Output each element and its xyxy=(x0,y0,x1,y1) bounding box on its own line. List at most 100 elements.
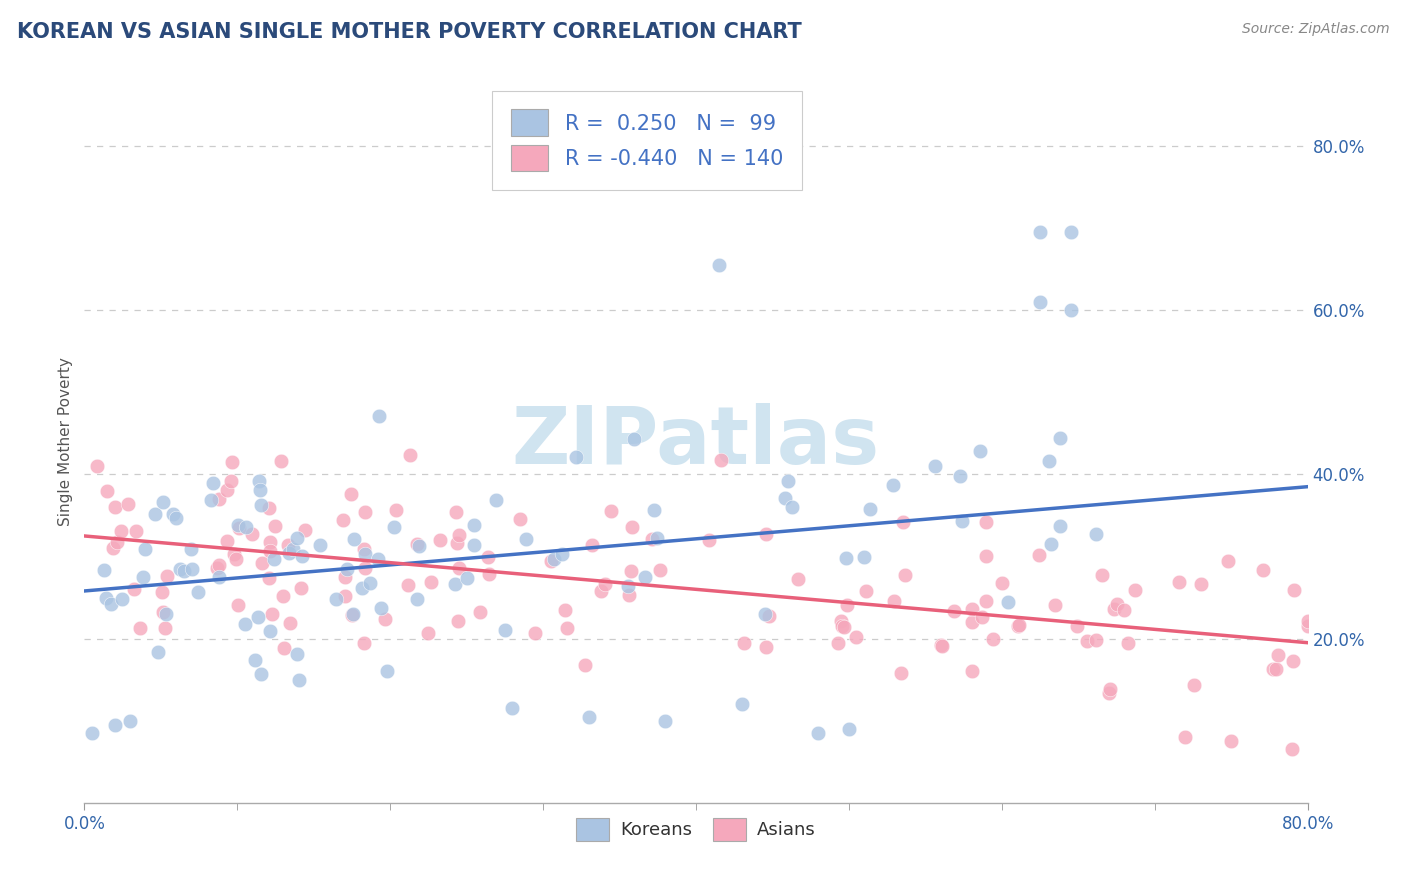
Point xyxy=(773,491,796,506)
Point xyxy=(80,726,103,740)
Point xyxy=(235,519,257,533)
Point xyxy=(228,518,250,533)
Point xyxy=(697,533,720,548)
Point xyxy=(494,624,516,638)
Point xyxy=(105,535,128,549)
Point xyxy=(974,594,997,608)
Point xyxy=(1220,734,1243,748)
Point xyxy=(949,468,972,483)
Point xyxy=(1263,662,1285,676)
Point xyxy=(333,589,356,603)
Point xyxy=(786,572,808,586)
Point xyxy=(271,589,294,603)
Point xyxy=(1189,577,1212,591)
Point xyxy=(208,558,231,573)
Point xyxy=(443,577,465,591)
Point xyxy=(852,550,875,565)
Point xyxy=(1182,678,1205,692)
Point xyxy=(257,571,280,585)
Point xyxy=(620,564,643,578)
Point xyxy=(374,612,396,626)
Point xyxy=(1114,603,1136,617)
Point xyxy=(180,541,202,556)
Point xyxy=(152,495,174,509)
Point xyxy=(217,483,239,497)
Point xyxy=(187,584,209,599)
Point xyxy=(278,615,301,630)
Point xyxy=(883,594,905,608)
Point xyxy=(418,626,440,640)
Point xyxy=(333,570,356,584)
Point xyxy=(502,701,524,715)
Point xyxy=(225,552,247,566)
Point xyxy=(831,618,853,632)
Point xyxy=(990,576,1012,591)
Point xyxy=(540,554,562,568)
Point xyxy=(273,641,295,656)
Point xyxy=(1091,567,1114,582)
Point xyxy=(960,601,983,615)
Point xyxy=(1059,303,1081,318)
Point xyxy=(288,673,311,688)
Point xyxy=(104,718,127,732)
Point xyxy=(165,510,187,524)
Point xyxy=(360,575,382,590)
Point xyxy=(104,500,127,515)
Point xyxy=(1085,526,1108,541)
Point xyxy=(1029,225,1052,239)
Point xyxy=(634,570,657,584)
Point xyxy=(1066,619,1088,633)
Point xyxy=(942,604,965,618)
Point xyxy=(132,570,155,584)
Point xyxy=(86,459,108,474)
Point xyxy=(120,714,142,728)
Point xyxy=(581,538,603,552)
Point xyxy=(368,409,391,423)
Point xyxy=(1296,619,1319,633)
Point xyxy=(650,563,672,577)
Point xyxy=(1084,633,1107,648)
Point xyxy=(1040,537,1063,551)
Point xyxy=(599,504,621,518)
Point xyxy=(156,569,179,583)
Point xyxy=(564,450,586,464)
Point xyxy=(294,523,316,537)
Point xyxy=(169,562,191,576)
Point xyxy=(551,547,574,561)
Point xyxy=(245,653,267,667)
Point xyxy=(134,542,156,557)
Point xyxy=(591,583,613,598)
Point xyxy=(96,591,118,605)
Point xyxy=(350,581,373,595)
Point xyxy=(143,507,166,521)
Point xyxy=(208,491,231,506)
Point xyxy=(1007,619,1029,633)
Point xyxy=(405,537,427,551)
Point xyxy=(100,597,122,611)
Point xyxy=(827,636,849,650)
Point xyxy=(250,557,273,571)
Point xyxy=(399,448,422,462)
Point xyxy=(173,565,195,579)
Point xyxy=(1097,686,1119,700)
Y-axis label: Single Mother Poverty: Single Mother Poverty xyxy=(58,357,73,526)
Point xyxy=(353,561,375,575)
Point xyxy=(807,726,830,740)
Point xyxy=(263,519,285,533)
Point xyxy=(707,258,730,272)
Point xyxy=(396,578,419,592)
Point xyxy=(217,534,239,549)
Point xyxy=(754,607,776,621)
Point xyxy=(290,582,312,596)
Point xyxy=(485,493,508,508)
Point xyxy=(96,483,118,498)
Point xyxy=(249,483,271,497)
Point xyxy=(343,532,366,546)
Point xyxy=(858,502,880,516)
Point xyxy=(477,566,499,581)
Text: ZIPatlas: ZIPatlas xyxy=(512,402,880,481)
Point xyxy=(202,476,225,491)
Point xyxy=(950,514,973,528)
Point xyxy=(247,474,270,488)
Point xyxy=(1029,295,1052,310)
